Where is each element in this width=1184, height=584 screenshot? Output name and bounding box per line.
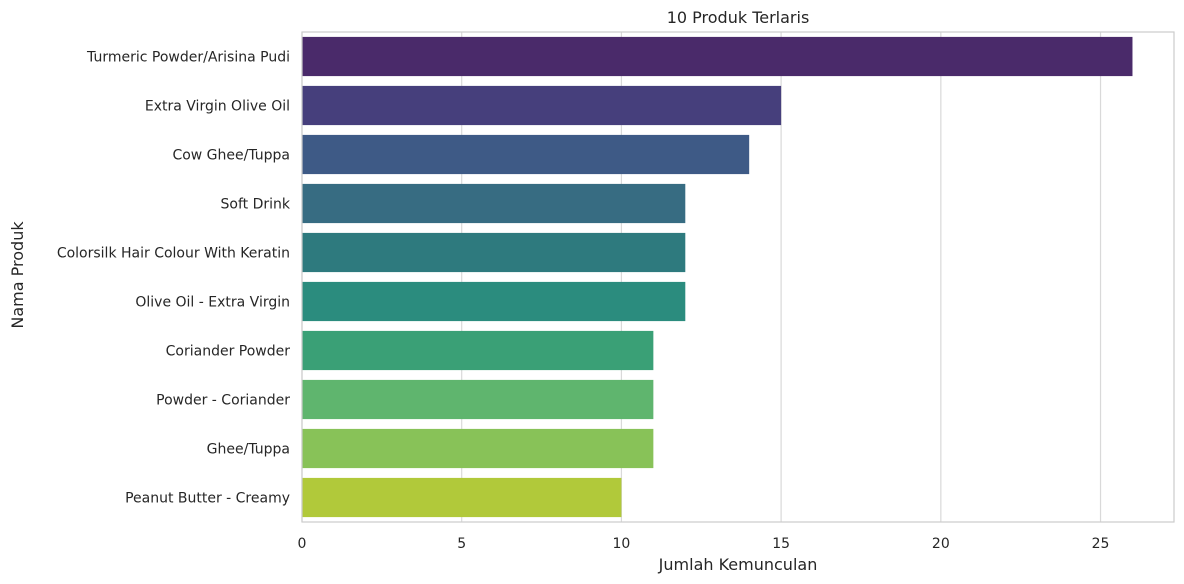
bar <box>302 36 1133 77</box>
x-tick-labels: 0 5 10 15 20 25 <box>298 536 1110 552</box>
bars <box>302 36 1133 518</box>
bar <box>302 281 686 322</box>
x-tick-label: 25 <box>1092 536 1110 552</box>
chart-title: 10 Produk Terlaris <box>667 8 810 27</box>
bar <box>302 134 750 175</box>
y-tick-label: Soft Drink <box>221 197 291 213</box>
y-tick-label: Cow Ghee/Tuppa <box>172 148 290 164</box>
bar <box>302 232 686 273</box>
bar <box>302 85 782 126</box>
y-tick-label: Powder - Coriander <box>156 393 290 409</box>
plot-frame <box>301 31 1175 523</box>
bar <box>302 477 622 518</box>
x-tick-label: 20 <box>932 536 950 552</box>
y-tick-labels: Turmeric Powder/Arisina Pudi Extra Virgin… <box>57 50 291 507</box>
x-tick-label: 10 <box>612 536 630 552</box>
x-tick-label: 15 <box>772 536 790 552</box>
x-tick-label: 5 <box>457 536 466 552</box>
y-tick-label: Olive Oil - Extra Virgin <box>135 295 290 311</box>
y-axis-title: Nama Produk <box>8 221 27 329</box>
bar <box>302 330 654 371</box>
y-tick-label: Peanut Butter - Creamy <box>125 491 290 507</box>
bar <box>302 183 686 224</box>
y-tick-label: Ghee/Tuppa <box>207 442 290 458</box>
y-tick-label: Turmeric Powder/Arisina Pudi <box>86 50 290 66</box>
y-tick-label: Coriander Powder <box>166 344 291 360</box>
bar <box>302 379 654 420</box>
x-tick-label: 0 <box>298 536 307 552</box>
y-tick-label: Extra Virgin Olive Oil <box>145 99 290 115</box>
bar <box>302 428 654 469</box>
y-tick-label: Colorsilk Hair Colour With Keratin <box>57 246 290 262</box>
x-axis-title: Jumlah Kemunculan <box>658 555 818 574</box>
